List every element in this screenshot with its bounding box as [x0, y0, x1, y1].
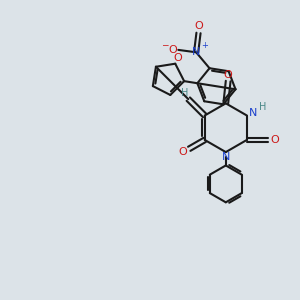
Text: H: H	[259, 102, 266, 112]
Text: N: N	[222, 152, 230, 161]
Text: O: O	[174, 53, 183, 63]
Text: O: O	[168, 45, 177, 55]
Text: O: O	[194, 21, 203, 32]
Text: −: −	[161, 40, 168, 49]
Text: O: O	[224, 70, 233, 80]
Text: +: +	[201, 41, 208, 50]
Text: H: H	[181, 88, 188, 98]
Text: N: N	[192, 47, 200, 57]
Text: N: N	[249, 108, 258, 118]
Text: O: O	[271, 135, 279, 145]
Text: O: O	[178, 147, 187, 157]
